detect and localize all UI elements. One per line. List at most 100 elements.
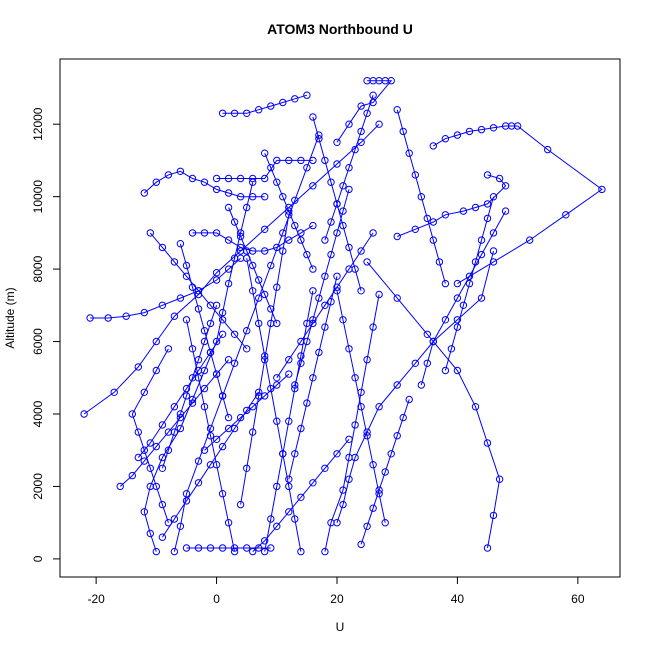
data-point xyxy=(598,185,606,194)
data-point xyxy=(309,316,317,324)
data-point xyxy=(224,174,233,183)
data-point xyxy=(152,366,161,375)
y-tick-label: 10000 xyxy=(31,180,45,214)
data-point xyxy=(339,316,347,324)
data-point xyxy=(255,544,263,552)
data-point xyxy=(182,392,191,400)
data-point xyxy=(267,515,275,523)
y-tick-label: 4000 xyxy=(31,400,45,427)
series-line xyxy=(240,214,290,505)
data-point xyxy=(321,236,329,244)
data-point xyxy=(194,544,203,552)
data-point xyxy=(483,544,492,552)
x-tick-label: 40 xyxy=(451,592,465,606)
series-14 xyxy=(140,167,269,201)
data-point xyxy=(243,544,251,552)
data-point xyxy=(212,185,221,194)
data-point xyxy=(309,182,317,190)
data-point xyxy=(423,330,431,338)
data-point xyxy=(544,145,552,154)
data-point xyxy=(194,479,203,487)
data-point xyxy=(285,482,293,491)
data-point xyxy=(345,475,353,483)
data-point xyxy=(206,461,215,469)
chart-title: ATOM3 Northbound U xyxy=(267,21,413,37)
data-point xyxy=(255,319,263,328)
data-point xyxy=(200,403,209,411)
data-point xyxy=(291,381,299,389)
series-line xyxy=(336,80,393,143)
data-point xyxy=(459,207,468,215)
data-point xyxy=(273,178,281,186)
series-10 xyxy=(212,156,317,183)
data-point xyxy=(267,164,275,172)
data-point xyxy=(236,413,245,422)
data-point xyxy=(176,410,185,418)
data-point xyxy=(194,287,203,295)
data-point xyxy=(212,229,221,237)
data-point xyxy=(140,388,149,396)
series-29 xyxy=(417,207,510,389)
data-point xyxy=(224,203,233,212)
data-point xyxy=(321,156,329,165)
data-point xyxy=(327,250,335,259)
series-3 xyxy=(321,290,383,556)
data-point xyxy=(261,290,269,299)
data-point xyxy=(369,91,377,99)
data-point xyxy=(285,236,293,244)
data-point xyxy=(243,247,251,255)
data-point xyxy=(182,544,191,552)
series-23 xyxy=(273,229,377,382)
data-point xyxy=(146,439,155,447)
data-point xyxy=(188,174,197,183)
data-point xyxy=(128,471,137,480)
data-point xyxy=(230,544,239,552)
series-layer xyxy=(80,77,606,556)
data-point xyxy=(333,283,341,291)
data-point xyxy=(236,174,245,183)
data-point xyxy=(483,171,492,179)
series-7 xyxy=(333,77,395,147)
data-point xyxy=(261,225,269,234)
data-point xyxy=(303,337,311,346)
data-point xyxy=(333,229,341,237)
data-point xyxy=(182,497,191,505)
data-point xyxy=(411,359,419,367)
data-point xyxy=(279,98,287,107)
series-12 xyxy=(393,171,510,241)
series-34 xyxy=(176,240,233,422)
series-line xyxy=(264,153,314,270)
data-point xyxy=(152,482,161,491)
data-point xyxy=(429,142,437,150)
data-point xyxy=(176,167,185,176)
data-point xyxy=(164,446,173,454)
data-point xyxy=(369,461,377,469)
data-point xyxy=(243,109,251,118)
data-point xyxy=(140,308,149,317)
data-point xyxy=(194,366,203,375)
data-point xyxy=(453,279,462,288)
data-point xyxy=(441,211,450,219)
data-point xyxy=(236,500,245,509)
series-9 xyxy=(261,287,317,556)
data-point xyxy=(387,450,395,458)
data-point xyxy=(477,125,486,134)
data-point xyxy=(212,174,221,183)
data-point xyxy=(218,442,227,451)
series-6 xyxy=(429,122,606,288)
data-point xyxy=(273,417,281,425)
series-line xyxy=(246,258,302,552)
x-axis-label: U xyxy=(336,620,345,634)
data-point xyxy=(357,403,365,411)
data-point xyxy=(212,370,221,378)
series-33 xyxy=(200,370,293,454)
data-point xyxy=(267,384,275,393)
data-point xyxy=(146,229,155,237)
data-point xyxy=(128,410,137,418)
data-point xyxy=(375,403,383,411)
data-point xyxy=(261,356,269,364)
x-tick-label: 20 xyxy=(330,592,344,606)
data-point xyxy=(224,265,233,273)
series-26 xyxy=(236,211,293,509)
series-line xyxy=(149,232,248,350)
